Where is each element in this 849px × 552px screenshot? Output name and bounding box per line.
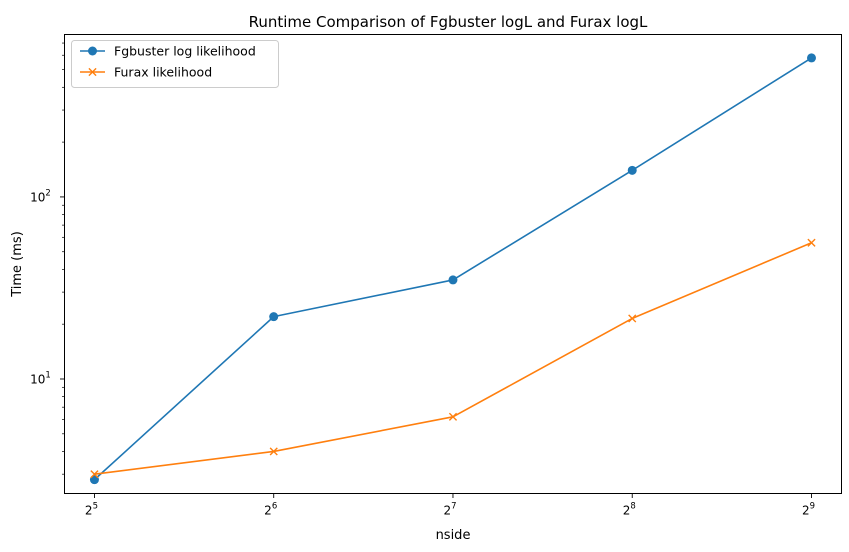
x-tick-label-3: 28 [623,502,636,518]
series-0-point-1 [269,312,279,322]
series-1-point-2 [448,412,458,421]
y-tick-label-1: 102 [30,188,51,204]
plot-frame [64,34,842,494]
x-tick-label-2: 27 [443,502,456,518]
legend: Fgbuster log likelihood Furax likelihood [71,40,279,88]
chart-title: Runtime Comparison of Fgbuster logL and … [249,13,648,31]
series-0-point-3 [627,165,637,175]
series-0-point-2 [448,275,458,285]
legend-marker-1 [88,67,97,77]
legend-label-0: Fgbuster log likelihood [114,44,256,59]
series-1-point-0 [90,470,99,479]
x-tick-label-4: 29 [802,502,815,518]
legend-label-1: Furax likelihood [114,65,212,80]
x-tick-label-0: 25 [85,502,98,518]
x-axis-label: nside [436,528,471,543]
y-axis-label: Time (ms) [10,231,25,298]
series-1-point-4 [807,238,816,247]
series-1-point-3 [628,314,637,323]
series-1-point-1 [269,447,278,456]
legend-marker-0 [88,46,97,56]
legend-frame [71,40,279,88]
y-tick-label-0: 101 [30,370,51,386]
x-tick-label-1: 26 [264,502,277,518]
series-0-point-4 [806,53,816,63]
